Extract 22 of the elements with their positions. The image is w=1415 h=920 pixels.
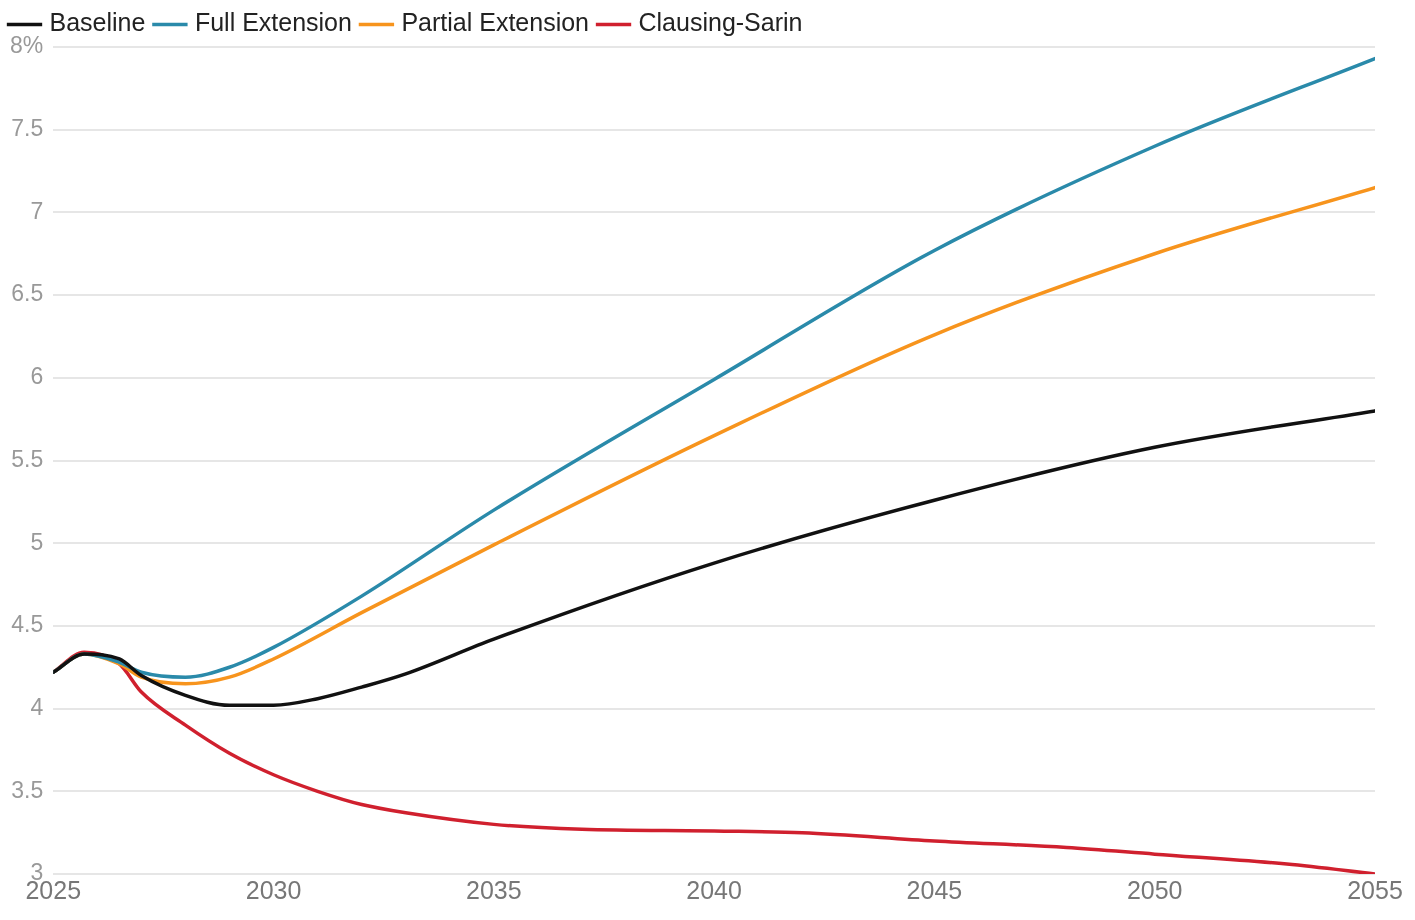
- y-tick-label: 5: [30, 528, 44, 555]
- x-tick-label: 2055: [1347, 875, 1403, 904]
- y-tick-label: 6: [30, 363, 44, 390]
- legend-label: Baseline: [49, 8, 146, 37]
- y-tick-label: 8%: [9, 32, 44, 59]
- x-tick-label: 2030: [245, 875, 302, 904]
- y-tick-label: 7.5: [11, 115, 44, 142]
- y-tick-label: 3.5: [11, 776, 44, 803]
- legend-label: Partial Extension: [401, 8, 590, 37]
- x-tick-label: 2035: [466, 875, 522, 904]
- y-tick-label: 4: [30, 693, 44, 720]
- x-tick-label: 2050: [1126, 875, 1183, 904]
- legend-label: Full Extension: [194, 8, 352, 37]
- y-tick-label: 5.5: [11, 445, 44, 472]
- y-tick-label: 6.5: [11, 280, 44, 307]
- y-tick-label: 7: [30, 197, 44, 224]
- line-series: [53, 650, 1375, 874]
- legend-label: Clausing-Sarin: [638, 8, 803, 37]
- line-series: [53, 409, 1375, 708]
- y-tick-label: 4.5: [11, 611, 44, 638]
- x-tick-label: 2045: [906, 875, 963, 904]
- x-tick-label: 2040: [686, 875, 742, 904]
